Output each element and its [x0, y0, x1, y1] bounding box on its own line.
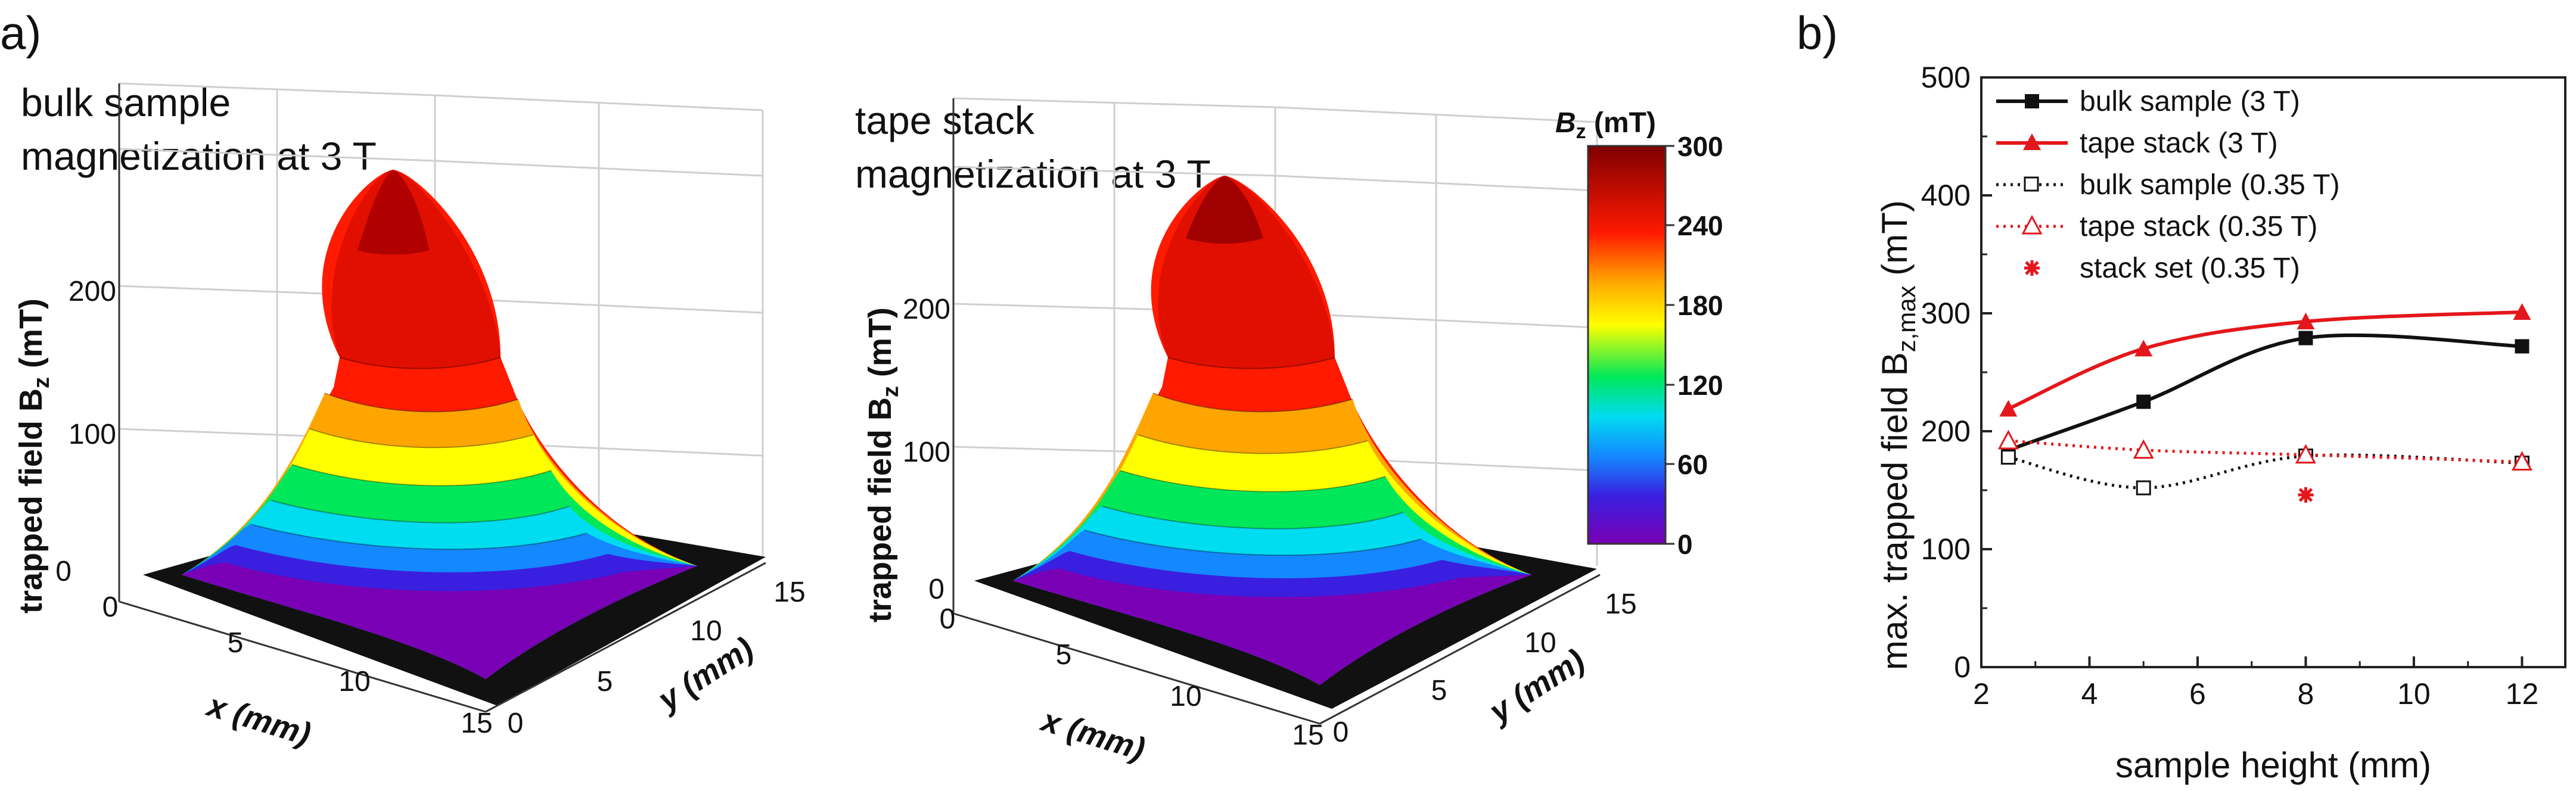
series-line — [2008, 333, 2522, 452]
colorbar-tick: 300 — [1677, 131, 1723, 162]
x-tick-label: 4 — [2081, 677, 2098, 711]
plot1-xtick: 10 — [338, 666, 370, 697]
plot2-title-line2: magnetization at 3 T — [855, 152, 1211, 196]
plot1-ztick: 0 — [55, 556, 72, 587]
plot2-axes — [952, 98, 1601, 725]
colorbar-tick: 240 — [1677, 210, 1723, 241]
colorbar-tick: 0 — [1677, 529, 1693, 560]
line-chart: 0 100 200 300 400 500 2 4 6 8 10 12 sample height … — [1875, 61, 2566, 785]
data-point — [2515, 339, 2530, 354]
plot1-title-line1: bulk sample — [21, 80, 231, 124]
plot1-xtick: 5 — [228, 627, 244, 659]
y-tick-label: 200 — [1921, 415, 1971, 448]
x-tick-label: 6 — [2189, 677, 2206, 711]
data-point — [1999, 400, 2018, 417]
plot1-ztick: 200 — [69, 276, 116, 307]
plot2-xlabel: x (mm) — [1036, 702, 1149, 767]
plot2-ytick: 10 — [1524, 627, 1556, 659]
plot2-zlabel: trapped field Bz (mT) — [862, 307, 903, 622]
plot1-ytick: 10 — [690, 615, 722, 647]
data-point — [2298, 331, 2313, 345]
surface-plot-tape: tape stack magnetization at 3 T — [855, 97, 1637, 767]
data-point — [2134, 340, 2153, 357]
plot2-xtick: 0 — [940, 603, 956, 635]
legend-entry: bulk sample (3 T) — [1996, 86, 2300, 117]
plot2-xtick: 15 — [1292, 720, 1323, 751]
plot2-ytick: 5 — [1431, 675, 1447, 706]
data-point — [2297, 312, 2315, 329]
y-axis-ticks: 0 100 200 300 400 500 — [1921, 61, 1992, 684]
series-line — [2008, 439, 2522, 463]
legend-entry: stack set (0.35 T) — [2024, 253, 2300, 284]
plot1-surface — [182, 170, 697, 679]
x-tick-label: 10 — [2397, 677, 2431, 711]
legend-entry: bulk sample (0.35 T) — [1996, 169, 2340, 201]
y-tick-label: 0 — [1954, 650, 1971, 684]
surface-plot-bulk: bulk sample magnetization at 3 T — [13, 80, 806, 752]
data-point — [2295, 444, 2316, 464]
data-point — [2298, 487, 2314, 503]
plot1-ytick: 5 — [597, 666, 613, 697]
colorbar-tick: 60 — [1677, 449, 1708, 480]
legend-label: bulk sample (0.35 T) — [2080, 169, 2340, 201]
data-point — [2133, 439, 2154, 459]
plot2-title-line1: tape stack — [855, 98, 1035, 142]
colorbar-gradient — [1587, 145, 1667, 545]
plot1-xlabel: x (mm) — [202, 687, 315, 752]
plot2-ztick: 200 — [903, 294, 950, 325]
legend-entry: tape stack (3 T) — [1996, 127, 2278, 159]
legend-entry: tape stack (0.35 T) — [1996, 211, 2317, 242]
legend: bulk sample (3 T) tape stack (3 T) bulk … — [1996, 86, 2340, 284]
panel-a-label: a) — [0, 7, 41, 59]
legend-label: tape stack (0.35 T) — [2080, 211, 2317, 242]
plot1-xtick: 0 — [102, 591, 119, 623]
colorbar-tick: 180 — [1677, 290, 1723, 321]
data-point — [1997, 429, 2019, 450]
data-point — [2511, 451, 2533, 471]
plot2-ytick: 0 — [1333, 717, 1349, 748]
colorbar-tick: 120 — [1677, 370, 1723, 401]
plot1-ztick: 100 — [69, 419, 116, 450]
plot2-ztick: 100 — [903, 437, 950, 468]
plot2-surface — [1013, 176, 1531, 685]
x-axis-label: sample height (mm) — [2115, 745, 2431, 785]
data-point — [2136, 480, 2151, 496]
plot2-ztick: 0 — [928, 574, 944, 605]
colorbar-ticks — [1665, 145, 1674, 545]
x-axis-ticks: 2 4 6 8 10 12 — [1973, 656, 2538, 711]
data-point — [2513, 303, 2531, 320]
data-point — [2000, 450, 2016, 465]
plot1-xtick: 15 — [461, 708, 492, 739]
plot-frame — [1980, 76, 2566, 668]
x-tick-label: 12 — [2506, 677, 2539, 711]
colorbar-title: Bz (mT) — [1555, 107, 1656, 143]
plot2-xtick: 5 — [1056, 639, 1072, 671]
series-layer — [1997, 303, 2533, 503]
panel-b-label: b) — [1797, 7, 1838, 59]
plot1-ytick: 15 — [773, 577, 805, 608]
plot2-xtick: 10 — [1170, 681, 1201, 712]
y-tick-label: 500 — [1921, 61, 1971, 94]
x-tick-label: 8 — [2298, 677, 2314, 711]
series-line — [2008, 310, 2522, 411]
plot1-axes — [118, 83, 766, 713]
x-tick-label: 2 — [1973, 677, 1990, 711]
y-tick-label: 100 — [1921, 532, 1971, 566]
y-tick-label: 300 — [1921, 297, 1971, 330]
colorbar: Bz (mT) 300 240 180 120 60 0 — [1555, 107, 1723, 560]
plot1-ytick: 0 — [508, 708, 524, 739]
y-tick-label: 400 — [1921, 179, 1971, 212]
plot1-zlabel: trapped field Bz (mT) — [13, 298, 54, 614]
data-point — [2136, 394, 2151, 409]
legend-label: stack set (0.35 T) — [2080, 253, 2300, 284]
y-axis-label: max. trapped field Bz,max (mT) — [1875, 200, 1921, 670]
legend-label: bulk sample (3 T) — [2080, 86, 2300, 117]
plot2-ytick: 15 — [1605, 588, 1636, 620]
legend-label: tape stack (3 T) — [2080, 127, 2278, 159]
